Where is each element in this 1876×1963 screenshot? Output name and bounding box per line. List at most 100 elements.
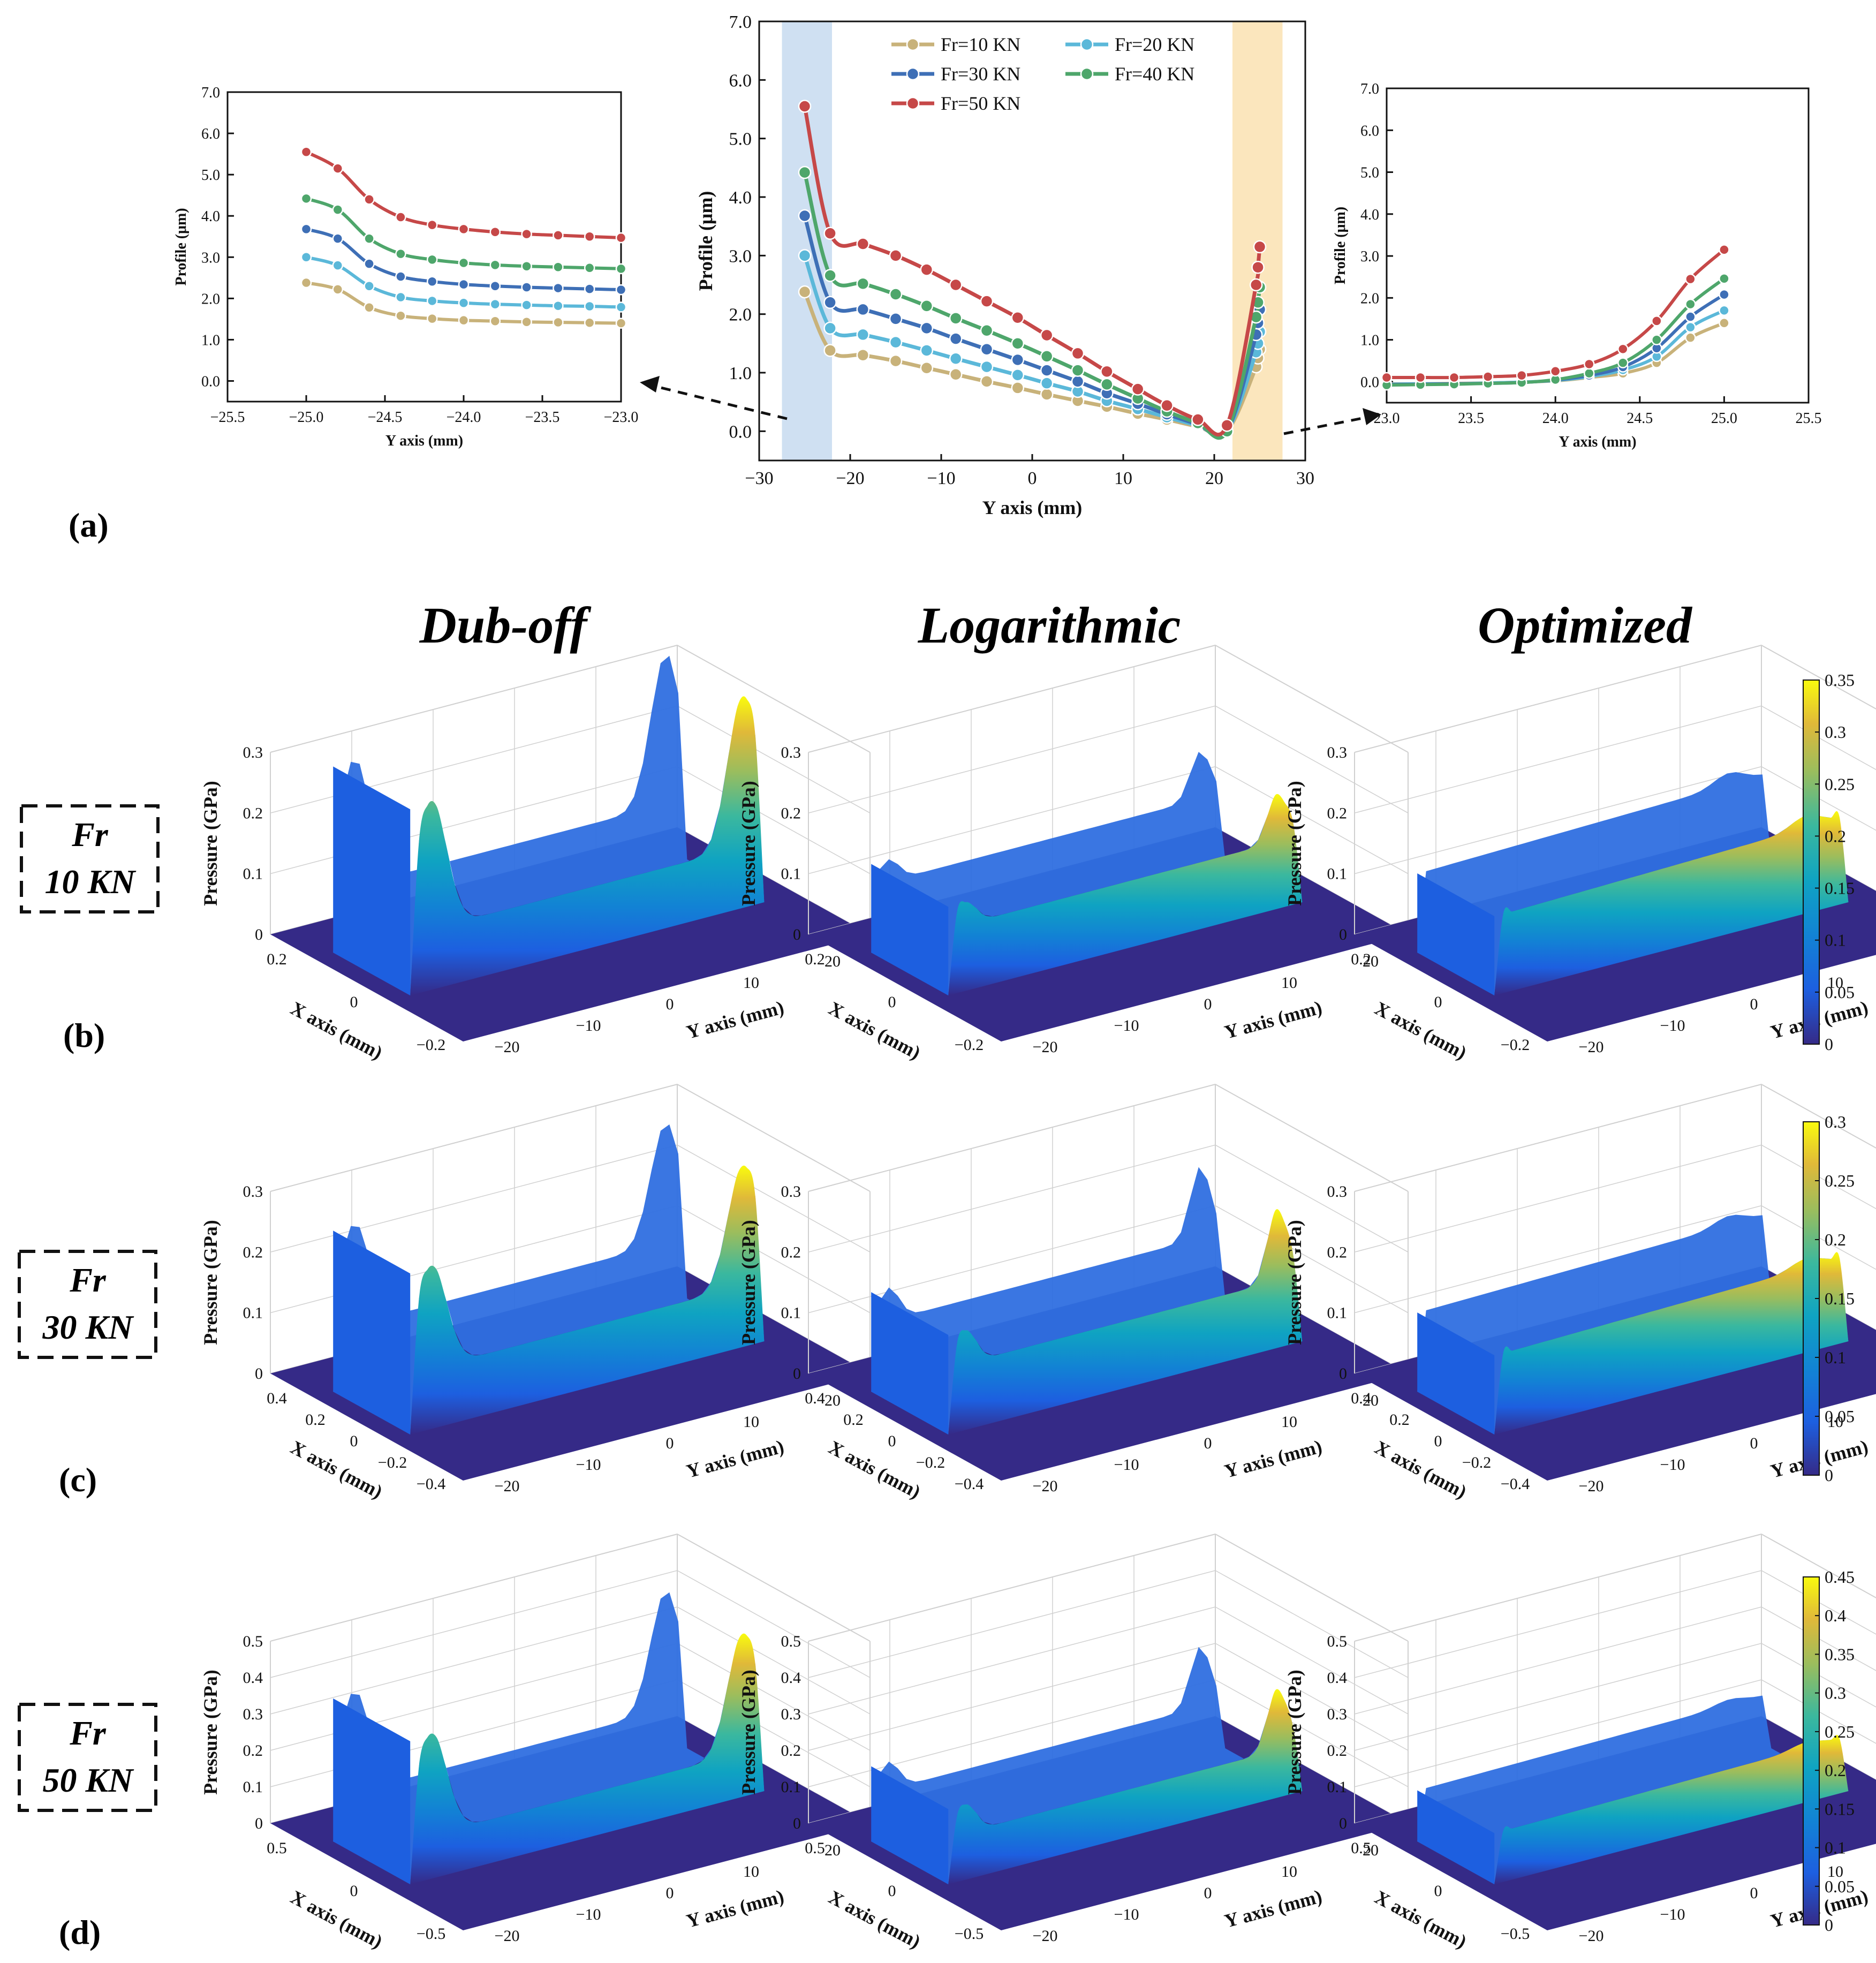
data-point (980, 324, 994, 337)
z-tick-label: 0.1 (1327, 1778, 1348, 1796)
y-tick-label: −20 (495, 1477, 520, 1495)
x-tick-label: −0.2 (378, 1454, 407, 1471)
data-point (553, 300, 564, 312)
data-point (584, 231, 595, 242)
data-point (1131, 382, 1145, 396)
data-point (553, 261, 564, 273)
y-axis-label: Y axis (mm) (1222, 1885, 1325, 1932)
data-point (426, 295, 438, 307)
data-point (798, 165, 812, 179)
highlight-band-left (782, 21, 832, 460)
x-tick-label: 10 (1114, 469, 1132, 488)
x-axis-label: X axis (mm) (287, 1437, 386, 1503)
data-point (426, 313, 438, 324)
z-tick-label: 0.1 (243, 865, 263, 883)
z-tick-label: 0.3 (243, 1183, 263, 1201)
right-zoom-arrow (1283, 415, 1371, 435)
grid-line (808, 1144, 1409, 1253)
grid-line (1354, 645, 1876, 753)
pressure-body-front (410, 1633, 765, 1884)
x-tick-label: 25.5 (1796, 410, 1822, 427)
data-point (332, 204, 344, 215)
data-point (920, 361, 934, 375)
data-point (458, 278, 470, 290)
x-axis-label: Y axis (mm) (982, 497, 1083, 518)
x-tick-label: −25.5 (210, 409, 245, 426)
left-zoom-arrow (647, 383, 788, 420)
colorbar-tick-label: 0.4 (1825, 1606, 1846, 1625)
data-point (1448, 372, 1460, 383)
data-point (1100, 365, 1114, 379)
y-axis-label: Y axis (mm) (684, 1436, 786, 1482)
panel-label-a: (a) (69, 506, 109, 544)
data-point (364, 194, 375, 205)
row-label-10kn-line1: Fr (71, 816, 109, 854)
z-tick-label: 0.3 (1327, 744, 1348, 761)
colorbar-fr50kn: 0 0.05 0.1 0.15 0.2 0.25 0.3 0.35 0.4 0.45 (1803, 1567, 1855, 1935)
data-point (615, 263, 627, 275)
colorbar-tick-label: 0.05 (1825, 1407, 1855, 1426)
colorbar-tick-label: 0.25 (1825, 1722, 1855, 1741)
grid-line (808, 705, 1409, 814)
z-axis-label: Pressure (GPa) (200, 1670, 221, 1795)
data-point (1482, 371, 1494, 382)
grid-line (808, 1534, 1409, 1642)
y-tick-label: 3.0 (1360, 248, 1379, 265)
data-point (584, 262, 595, 274)
y-axis-label: Y axis (mm) (684, 1885, 786, 1932)
y-tick-label: 10 (1281, 1863, 1297, 1881)
data-point (332, 260, 344, 271)
data-point (426, 254, 438, 266)
pressure-body-side (333, 1230, 411, 1435)
data-point (1617, 357, 1629, 368)
pressure-body-front (948, 794, 1303, 995)
data-point (615, 284, 627, 296)
x-tick-label: −0.5 (955, 1925, 984, 1943)
x-tick-label: 0.2 (305, 1411, 326, 1429)
pressure-body-side (333, 1698, 411, 1884)
series-line-Fr40KN (1386, 277, 1726, 387)
y-tick-label: 2.0 (201, 291, 220, 307)
x-axis-label: X axis (mm) (1371, 1437, 1470, 1503)
x-tick-label: 0.5 (805, 1839, 825, 1857)
z-axis-label: Pressure (GPa) (1284, 1220, 1305, 1345)
y-tick-label: 0 (1204, 1884, 1212, 1902)
data-point (1071, 364, 1085, 377)
x-tick-label: 0.2 (805, 950, 825, 968)
z-tick-label: 0.1 (781, 865, 801, 883)
data-point (1719, 318, 1730, 329)
data-point (1249, 278, 1263, 292)
pressure-body-top (333, 1592, 765, 1884)
pressure-body-side (1417, 1790, 1495, 1884)
x-axis-label: X axis (mm) (1371, 1886, 1470, 1953)
panel-label-b: (b) (63, 1016, 105, 1054)
colorbar-tick-label: 0 (1825, 1466, 1833, 1485)
x-tick-label: 0 (350, 993, 358, 1011)
x-tick-label: 0.2 (1351, 950, 1371, 968)
data-point (1011, 311, 1025, 324)
z-tick-label: 0.3 (1327, 1183, 1348, 1201)
x-tick-label: 0 (350, 1432, 358, 1450)
legend-label: Fr=20 KN (1115, 34, 1194, 55)
x-tick-label: −0.5 (1501, 1925, 1530, 1943)
row-label-30kn-line2: 30 KN (42, 1308, 135, 1346)
right-zoom-chart: 23.0 23.5 24.0 24.5 25.0 25.5 0.0 1.0 2.0 3.0 4.0 5… (1332, 81, 1822, 450)
y-axis-label: Profile (μm) (695, 191, 716, 291)
x-tick-label: 0.2 (1389, 1411, 1410, 1429)
x-tick-label: 0 (1028, 469, 1037, 488)
y-tick-label: 5.0 (201, 167, 220, 184)
grid-line (1354, 1534, 1876, 1642)
grid-line (270, 1570, 871, 1678)
pressure-surface-grid: 0 0.1 0.2 0.3 Pressure (GPa) 0.2 0 −0.2 −20 −10 0 1… (200, 645, 1876, 1952)
x-tick-label: 0.4 (267, 1390, 287, 1407)
y-tick-label: −10 (576, 1906, 601, 1923)
x-axis-label: X axis (mm) (825, 1886, 924, 1953)
row-label-30kn: Fr 30 KN (18, 1250, 157, 1359)
data-point (1414, 372, 1426, 383)
x-tick-label: 23.5 (1458, 410, 1484, 427)
pressure-body-side (333, 766, 411, 995)
data-point (1040, 328, 1054, 342)
column-title-optimized: Optimized (1478, 597, 1693, 654)
data-point (980, 360, 994, 374)
